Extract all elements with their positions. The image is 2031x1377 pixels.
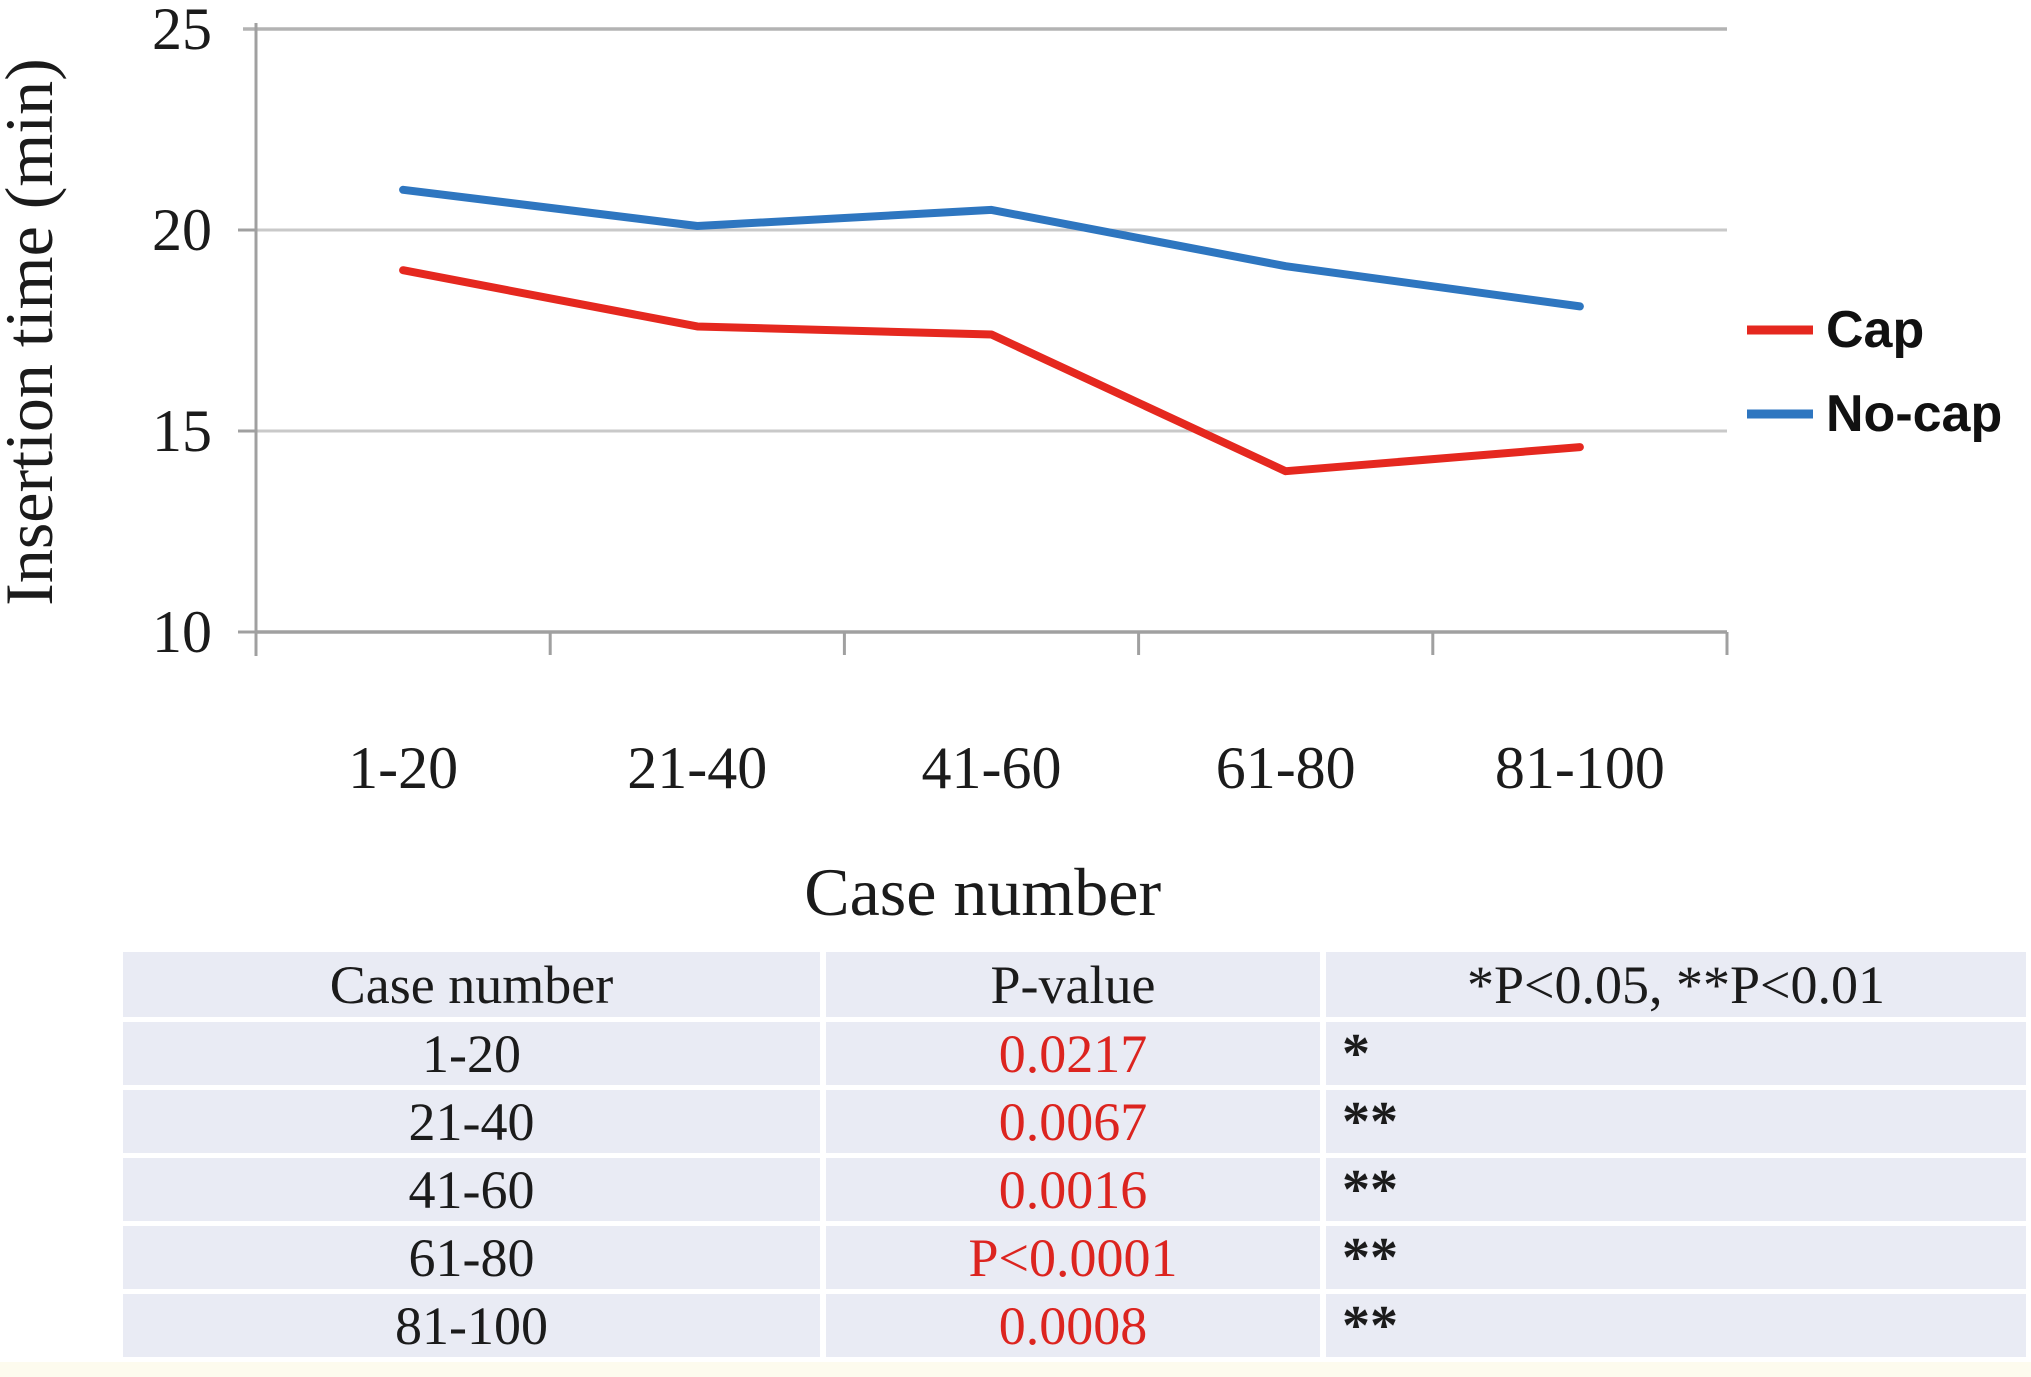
insertion-time-line-chart: 10 15 20 25 1-20 21-40 41-60 61-80 81-100 Case nu… — [0, 0, 2002, 930]
cell-p-value: 0.0016 — [820, 1158, 1320, 1226]
cell-case-number: 1-20 — [123, 1022, 820, 1090]
y-tick-label: 25 — [152, 0, 212, 62]
table-header-case-number: Case number — [123, 952, 820, 1022]
x-tick-label: 61-80 — [1216, 735, 1356, 801]
y-tick-label: 10 — [152, 599, 212, 665]
series-line-no-cap — [399, 185, 1584, 311]
table-row: 21-40 0.0067 ** — [123, 1090, 2026, 1158]
x-tick-label: 1-20 — [348, 735, 458, 801]
table-body: 1-20 0.0217 * 21-40 0.0067 ** 41-60 0.0016 ** 61-… — [123, 1022, 2026, 1362]
y-tick-label: 15 — [152, 398, 212, 464]
p-value-table: Case number P-value *P<0.05, **P<0.01 1-… — [123, 952, 2026, 1362]
table-header-row: Case number P-value *P<0.05, **P<0.01 — [123, 952, 2026, 1022]
cell-case-number: 61-80 — [123, 1226, 820, 1294]
x-tick-label: 21-40 — [627, 735, 767, 801]
cell-significance: ** — [1320, 1294, 2026, 1362]
x-axis-title: Case number — [804, 854, 1161, 930]
table-row: 61-80 P<0.0001 ** — [123, 1226, 2026, 1294]
table-row: 1-20 0.0217 * — [123, 1022, 2026, 1090]
x-tick-label: 41-60 — [922, 735, 1062, 801]
table-header-p-value: P-value — [820, 952, 1320, 1022]
y-tick-label: 20 — [152, 197, 212, 263]
table-row: 41-60 0.0016 ** — [123, 1158, 2026, 1226]
cell-significance: ** — [1320, 1226, 2026, 1294]
scan-artifact-strip — [0, 1362, 2031, 1377]
series-line-cap — [399, 266, 1584, 476]
legend-label-no-cap: No-cap — [1826, 385, 2002, 443]
cell-case-number: 81-100 — [123, 1294, 820, 1362]
table-row: 81-100 0.0008 ** — [123, 1294, 2026, 1362]
cell-case-number: 41-60 — [123, 1158, 820, 1226]
cell-significance: ** — [1320, 1158, 2026, 1226]
cell-p-value: 0.0067 — [820, 1090, 1320, 1158]
cell-p-value: 0.0008 — [820, 1294, 1320, 1362]
cell-p-value: P<0.0001 — [820, 1226, 1320, 1294]
x-tick-label: 81-100 — [1495, 735, 1665, 801]
legend-label-cap: Cap — [1826, 301, 1924, 359]
y-axis-title: Insertion time (min) — [0, 58, 67, 606]
cell-significance: ** — [1320, 1090, 2026, 1158]
cell-significance: * — [1320, 1022, 2026, 1090]
table-header-significance-key: *P<0.05, **P<0.01 — [1320, 952, 2026, 1022]
cell-p-value: 0.0217 — [820, 1022, 1320, 1090]
cell-case-number: 21-40 — [123, 1090, 820, 1158]
